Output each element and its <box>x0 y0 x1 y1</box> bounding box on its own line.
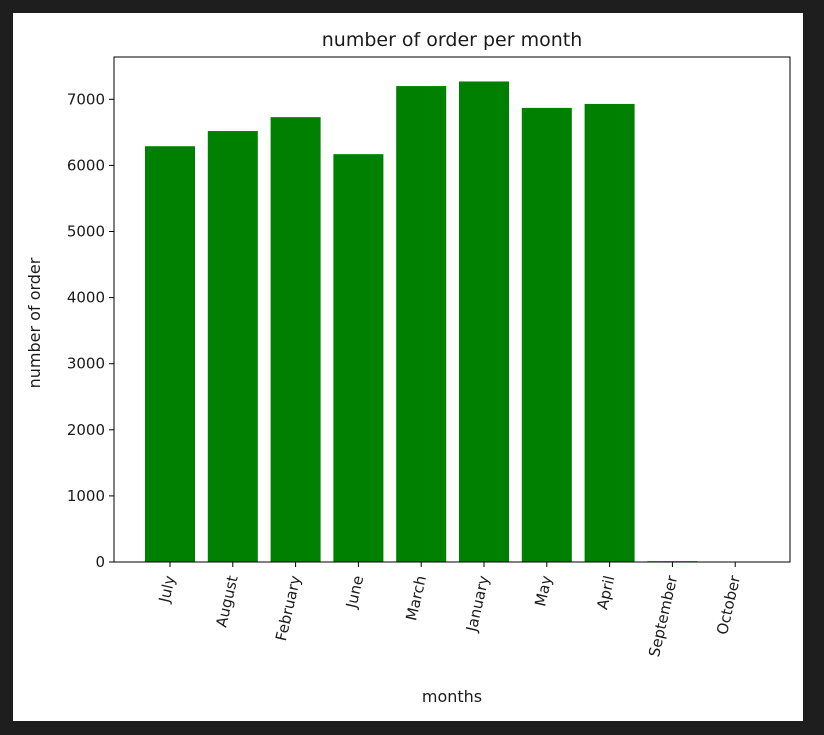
bars-group <box>145 81 761 563</box>
bar-may <box>521 107 572 562</box>
x-tick-label: August <box>212 574 241 629</box>
x-tick-label: February <box>272 574 305 643</box>
chart-title: number of order per month <box>322 29 583 51</box>
x-tick-label: January <box>462 574 493 635</box>
bar-march <box>396 86 447 562</box>
plot-area-frame <box>113 56 791 563</box>
x-tick-label: May <box>531 574 556 608</box>
x-tick-label: September <box>645 573 681 659</box>
bar-august <box>207 131 258 562</box>
figure-canvas: number of order per month 0 1000 2000 3000 4… <box>13 13 803 721</box>
y-axis-label: number of order <box>25 257 44 388</box>
bar-june <box>333 154 384 562</box>
bar-july <box>145 146 195 562</box>
y-tick-label: 5000 <box>67 223 105 241</box>
y-tick-label: 7000 <box>67 90 105 108</box>
y-tick-label: 4000 <box>67 289 105 307</box>
bar-february <box>270 117 321 563</box>
bar-january <box>459 81 509 562</box>
y-tick-label: 1000 <box>67 487 105 505</box>
x-axis: July August February June March January May Apr… <box>155 562 744 659</box>
y-axis: 0 1000 2000 3000 4000 5000 6000 7000 <box>67 90 114 571</box>
bar-chart: number of order per month 0 1000 2000 3000 4… <box>25 29 791 706</box>
x-tick-label: March <box>402 574 430 623</box>
bar-april <box>584 103 635 562</box>
x-tick-label: October <box>713 573 744 636</box>
y-tick-label: 6000 <box>67 156 105 174</box>
x-tick-label: April <box>593 574 618 611</box>
y-tick-label: 0 <box>95 553 105 571</box>
x-axis-label: months <box>422 687 482 706</box>
y-tick-label: 2000 <box>67 421 105 439</box>
x-tick-label: June <box>342 574 367 611</box>
y-tick-label: 3000 <box>67 355 105 373</box>
x-tick-label: July <box>155 574 179 605</box>
